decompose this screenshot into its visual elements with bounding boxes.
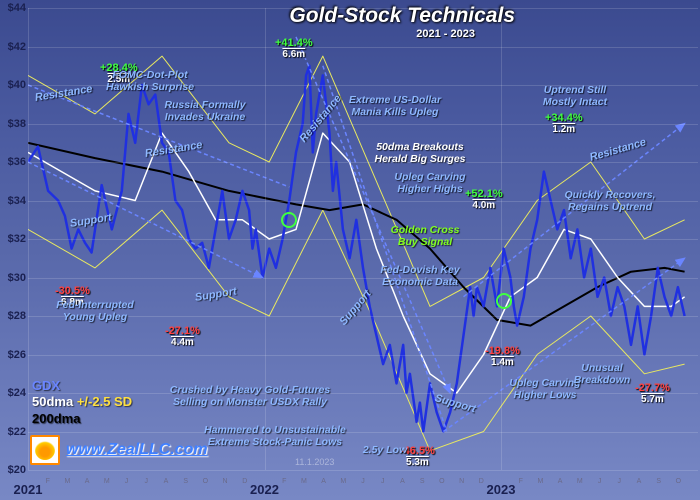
pct-move: +41.4%6.6m [275,37,313,60]
legend-gdx: GDX [32,378,132,394]
x-tick-month: O [439,478,444,485]
y-tick: $28 [8,310,26,322]
x-tick-month: J [125,478,129,485]
x-tick-month: J [361,478,365,485]
x-tick-month: M [104,478,110,485]
golden-cross-icon [281,212,297,228]
x-tick-year: 2023 [487,482,516,497]
x-tick-month: J [598,478,602,485]
gridline [28,470,698,471]
x-tick-month: A [164,478,169,485]
x-axis: 2021FMAMJJASOND2022FMAMJJASOND2023FMAMJJ… [28,478,698,498]
y-tick: $44 [8,2,26,14]
x-tick-month: F [282,478,286,485]
legend: GDX 50dma +/-2.5 SD 200dma [32,378,132,427]
gridline [28,124,698,125]
date-stamp: 11.1.2023 [295,457,334,467]
annotation: Upleg CarvingHigher Lows [509,378,580,401]
watermark-logo-icon [30,435,60,465]
x-tick-month: N [459,478,464,485]
golden-cross-icon [496,293,512,309]
gridline [28,47,698,48]
y-axis: $20$22$24$26$28$30$32$34$36$38$40$42$44 [0,8,28,470]
y-tick: $24 [8,387,26,399]
annotation: FOMC-Dot-PlotHawkish Surprise [106,70,194,93]
x-tick-month: D [242,478,247,485]
y-tick: $38 [8,118,26,130]
y-tick: $40 [8,79,26,91]
trend-line [443,258,684,431]
x-tick-month: M [577,478,583,485]
annotation: Extreme US-DollarMania Kills Upleg [349,95,441,118]
pct-move: +52.1%4.0m [465,188,503,211]
pct-move: -19.8%1.4m [485,345,520,368]
gridline [28,432,698,433]
y-tick: $30 [8,272,26,284]
x-tick-month: M [64,478,70,485]
annotation: Quickly Recovers,Regains Uptrend [564,190,655,213]
x-tick-month: M [340,478,346,485]
legend-50dma: 50dma +/-2.5 SD [32,394,132,410]
x-tick-month: D [479,478,484,485]
y-tick: $20 [8,464,26,476]
x-tick-month: A [558,478,563,485]
pct-move: -27.1%4.4m [165,325,200,348]
x-tick-month: S [183,478,188,485]
x-tick-month: J [381,478,385,485]
gridline [28,355,698,356]
x-tick-month: O [676,478,681,485]
x-tick-month: J [618,478,622,485]
watermark: www.ZealLLC.com [30,435,208,465]
x-tick-month: S [656,478,661,485]
gridline [28,278,698,279]
pct-move: +34.4%1.2m [545,112,583,135]
annotation: Fed-Dovish KeyEconomic Data [380,265,459,288]
x-tick-month: M [538,478,544,485]
annotation: Russia FormallyInvades Ukraine [164,100,245,123]
gridline [28,8,698,9]
x-tick-month: O [203,478,208,485]
annotation: Hammered to UnsustainableExtreme Stock-P… [204,425,346,448]
trend-line [323,66,447,432]
annotation: Golden CrossBuy Signal [391,225,460,248]
x-tick-month: M [301,478,307,485]
x-tick-year: 2021 [14,482,43,497]
x-tick-month: J [145,478,149,485]
legend-200dma: 200dma [32,411,132,427]
y-tick: $36 [8,156,26,168]
watermark-url[interactable]: www.ZealLLC.com [66,441,208,459]
annotation: Fed-InterruptedYoung Upleg [56,300,134,323]
x-tick-year: 2022 [250,482,279,497]
gridline [28,162,698,163]
x-tick-month: F [46,478,50,485]
y-tick: $34 [8,195,26,207]
pct-move: -27.7%5.7m [635,382,670,405]
y-tick: $42 [8,41,26,53]
annotation: 50dma BreakoutsHerald Big Surges [374,142,465,165]
x-tick-month: A [85,478,90,485]
y-tick: $32 [8,233,26,245]
x-tick-month: A [400,478,405,485]
x-tick-month: A [321,478,326,485]
x-tick-month: A [637,478,642,485]
annotation: Crushed by Heavy Gold-FuturesSelling on … [170,385,330,408]
x-tick-month: S [420,478,425,485]
x-tick-month: N [223,478,228,485]
annotation: Uptrend StillMostly Intact [543,85,607,108]
gridline [28,239,698,240]
chart-container: Gold-Stock Technicals 2021 - 2023 $20$22… [0,0,700,500]
annotation: 2.5y Low [363,445,407,457]
x-tick-month: F [519,478,523,485]
y-tick: $26 [8,349,26,361]
annotation: Upleg CarvingHigher Highs [394,172,465,195]
y-tick: $22 [8,426,26,438]
annotation: UnusualBreakdown [574,363,631,386]
